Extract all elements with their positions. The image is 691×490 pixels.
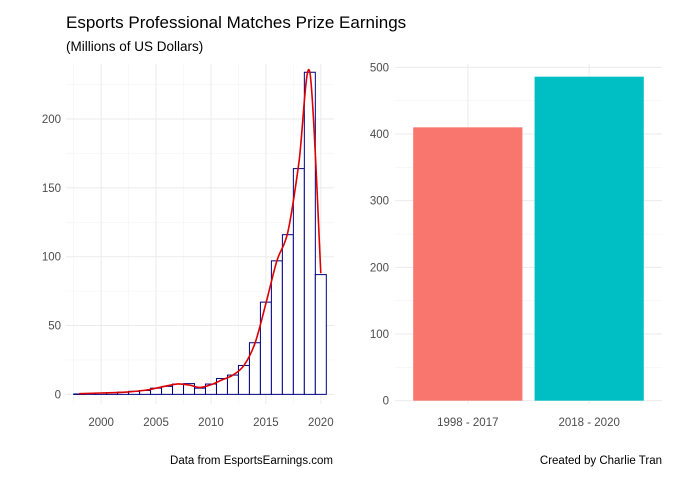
bar-1998-2017 <box>413 127 523 401</box>
x-tick-label: 2000 <box>88 417 114 429</box>
x-tick-label: 2005 <box>143 417 169 429</box>
chart-subtitle: (Millions of US Dollars) <box>66 39 204 54</box>
source-caption: Data from EsportsEarnings.com <box>170 455 333 467</box>
histogram-bar-2020 <box>314 274 327 395</box>
y-tick-label: 400 <box>370 129 389 141</box>
y-tick-label: 300 <box>370 196 389 208</box>
histogram-bar-2006 <box>161 385 174 395</box>
x-tick-label: 2018 - 2020 <box>558 417 619 429</box>
smooth-trend-line <box>79 68 322 395</box>
y-tick-label: 0 <box>55 389 61 401</box>
y-tick-label: 150 <box>42 183 61 195</box>
y-tick-label: 0 <box>383 396 389 408</box>
histogram-bar-2017 <box>281 234 294 395</box>
histogram-bar-2016 <box>270 260 283 395</box>
chart-title: Esports Professional Matches Prize Earni… <box>66 13 407 32</box>
period-bar-panel: 0 100 200 300 400 500 1998 - 2017 2018 - 2020 <box>370 62 662 429</box>
x-tick-label: 2010 <box>198 417 224 429</box>
y-tick-label: 500 <box>370 62 389 74</box>
histogram-bar-2014 <box>248 342 261 395</box>
x-tick-label: 2015 <box>253 417 279 429</box>
histogram-bar-2018 <box>292 168 305 395</box>
y-tick-label: 50 <box>48 321 61 333</box>
y-tick-label: 100 <box>42 252 61 264</box>
histogram-bar-2007 <box>172 383 185 395</box>
x-tick-label: 2020 <box>308 417 334 429</box>
histogram-panel: 0 50 100 150 200 2000 2005 2010 2015 2020 <box>42 64 334 429</box>
y-tick-label: 200 <box>42 114 61 126</box>
bar-2018-2020 <box>534 76 644 401</box>
author-caption: Created by Charlie Tran <box>540 455 662 467</box>
y-tick-label: 200 <box>370 262 389 274</box>
histogram-bar-2009 <box>194 387 206 395</box>
y-tick-label: 100 <box>370 329 389 341</box>
x-tick-label: 1998 - 2017 <box>437 417 498 429</box>
histogram-bar-2012 <box>226 374 239 395</box>
